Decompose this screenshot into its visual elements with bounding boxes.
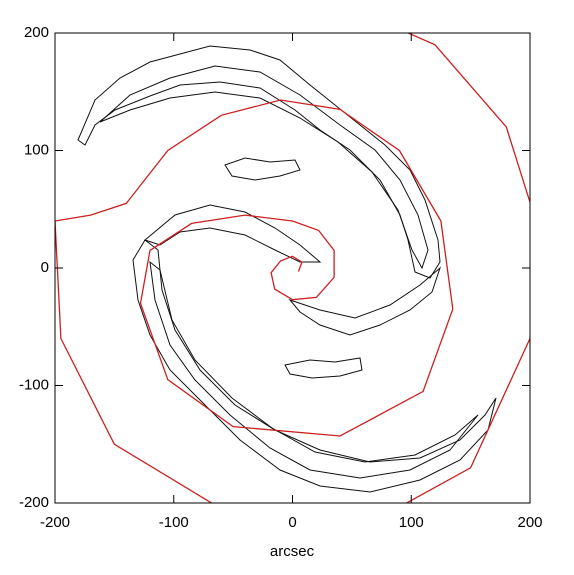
x-tick-label: -200 <box>40 514 70 531</box>
contour <box>99 65 429 270</box>
spiral-line <box>55 33 530 503</box>
y-tick-label: -100 <box>19 376 49 393</box>
x-tick-label: 100 <box>399 514 424 531</box>
contours <box>77 45 497 493</box>
contour <box>143 204 322 263</box>
y-tick-label: 200 <box>24 24 49 41</box>
x-axis-label: arcsec <box>270 543 315 560</box>
x-tick-label: -100 <box>159 514 189 531</box>
contour <box>224 157 301 181</box>
contour <box>132 239 497 493</box>
contour <box>149 260 479 479</box>
x-tick-label: 0 <box>288 514 296 531</box>
contour <box>284 357 363 379</box>
contour <box>288 266 442 336</box>
y-tick-label: 0 <box>41 259 49 276</box>
x-tick-label: 200 <box>517 514 542 531</box>
plot-frame <box>54 32 531 504</box>
y-tick-label: -200 <box>19 494 49 511</box>
contour <box>77 45 441 279</box>
y-tick-label: 100 <box>24 141 49 158</box>
lines <box>55 33 530 503</box>
